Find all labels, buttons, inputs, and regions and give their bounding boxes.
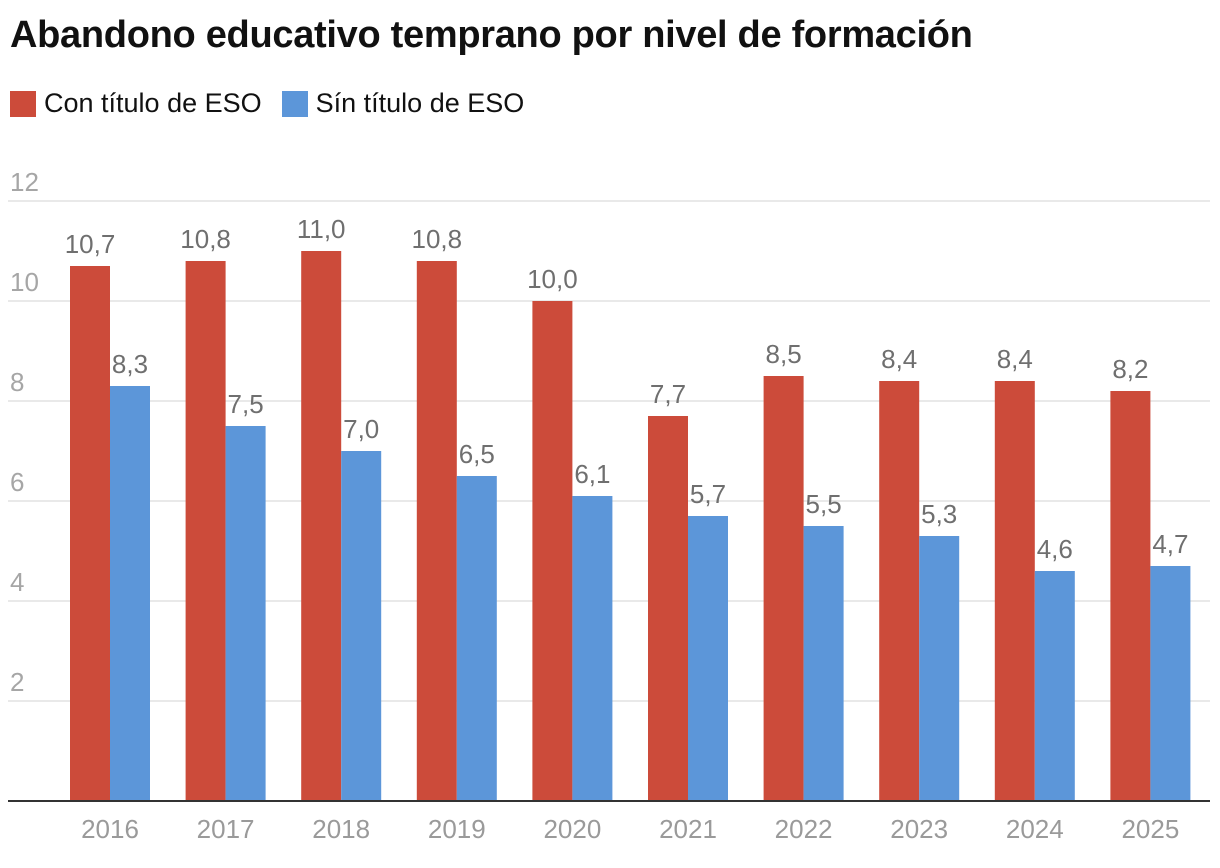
bar-con-2017	[185, 261, 226, 801]
bar-con-2023	[879, 381, 920, 801]
data-label-con-2025: 8,2	[1112, 354, 1148, 384]
bar-con-2018	[301, 251, 342, 801]
data-label-sin-2021: 5,7	[690, 479, 726, 509]
chart-title: Abandono educativo temprano por nivel de…	[10, 14, 973, 56]
data-label-con-2016: 10,7	[65, 229, 116, 259]
x-tick-label: 2018	[312, 814, 370, 844]
bars	[70, 251, 1191, 801]
legend-swatch-sin-titulo	[281, 90, 308, 117]
legend: Con título de ESO Sín título de ESO	[10, 88, 544, 119]
bar-sin-2018	[341, 451, 382, 801]
data-label-con-2024: 8,4	[997, 344, 1033, 374]
x-tick-label: 2022	[775, 814, 833, 844]
legend-item-sin-titulo: Sín título de ESO	[281, 88, 525, 119]
bar-con-2021	[648, 416, 688, 801]
bar-sin-2016	[110, 386, 150, 801]
data-label-sin-2022: 5,5	[806, 489, 842, 519]
bar-sin-2017	[225, 426, 266, 801]
bar-con-2024	[994, 381, 1035, 801]
x-tick-label: 2021	[659, 814, 717, 844]
data-labels: 10,7 8,3 10,8 7,5 11,0 7,0 10,8 6,5 10,0 6,1 7,7 5,…	[65, 214, 1189, 564]
bar-sin-2024	[1034, 571, 1075, 801]
data-label-sin-2017: 7,5	[228, 389, 264, 419]
data-label-con-2019: 10,8	[411, 224, 462, 254]
bar-con-2020	[532, 301, 573, 801]
bar-sin-2023	[919, 536, 960, 801]
bar-sin-2021	[688, 516, 728, 801]
x-tick-label: 2017	[197, 814, 255, 844]
data-label-con-2020: 10,0	[527, 264, 578, 294]
legend-item-con-titulo: Con título de ESO	[10, 88, 262, 119]
bar-sin-2022	[803, 526, 844, 801]
y-tick-label: 8	[10, 367, 24, 397]
data-label-sin-2018: 7,0	[343, 414, 379, 444]
bar-con-2016	[70, 266, 110, 801]
data-label-con-2021: 7,7	[650, 379, 686, 409]
legend-label-con-titulo: Con título de ESO	[44, 88, 262, 118]
data-label-sin-2019: 6,5	[459, 439, 495, 469]
data-label-con-2017: 10,8	[180, 224, 231, 254]
y-tick-label: 6	[10, 467, 24, 497]
bar-con-2019	[416, 261, 457, 801]
data-label-con-2022: 8,5	[766, 339, 802, 369]
y-axis-ticks: 2 4 6 8 10 12	[10, 167, 39, 697]
x-tick-label: 2016	[81, 814, 139, 844]
legend-swatch-con-titulo	[10, 90, 36, 117]
data-label-con-2023: 8,4	[881, 344, 917, 374]
data-label-sin-2023: 5,3	[921, 499, 957, 529]
x-tick-label: 2023	[890, 814, 948, 844]
data-label-sin-2024: 4,6	[1037, 534, 1073, 564]
y-tick-label: 4	[10, 567, 24, 597]
data-label-sin-2016: 8,3	[112, 349, 148, 379]
bar-sin-2019	[456, 476, 497, 801]
data-label-sin-2020: 6,1	[574, 459, 610, 489]
x-tick-label: 2019	[428, 814, 486, 844]
x-tick-label: 2024	[1006, 814, 1064, 844]
x-tick-label: 2020	[543, 814, 601, 844]
data-label-con-2018: 11,0	[297, 214, 346, 244]
bar-con-2025	[1110, 391, 1151, 801]
y-tick-label: 10	[10, 267, 39, 297]
y-tick-label: 2	[10, 667, 24, 697]
bar-con-2022	[763, 376, 804, 801]
bar-sin-2025	[1150, 566, 1191, 801]
bar-sin-2020	[572, 496, 613, 801]
x-tick-label: 2025	[1121, 814, 1179, 844]
x-axis-ticks: 2016 2017 2018 2019 2020 2021 2022 2023 2024 2025	[8, 800, 1210, 844]
legend-label-sin-titulo: Sín título de ESO	[315, 88, 525, 118]
data-label-sin-2025: 4,7	[1152, 529, 1188, 559]
y-tick-label: 12	[10, 167, 39, 197]
